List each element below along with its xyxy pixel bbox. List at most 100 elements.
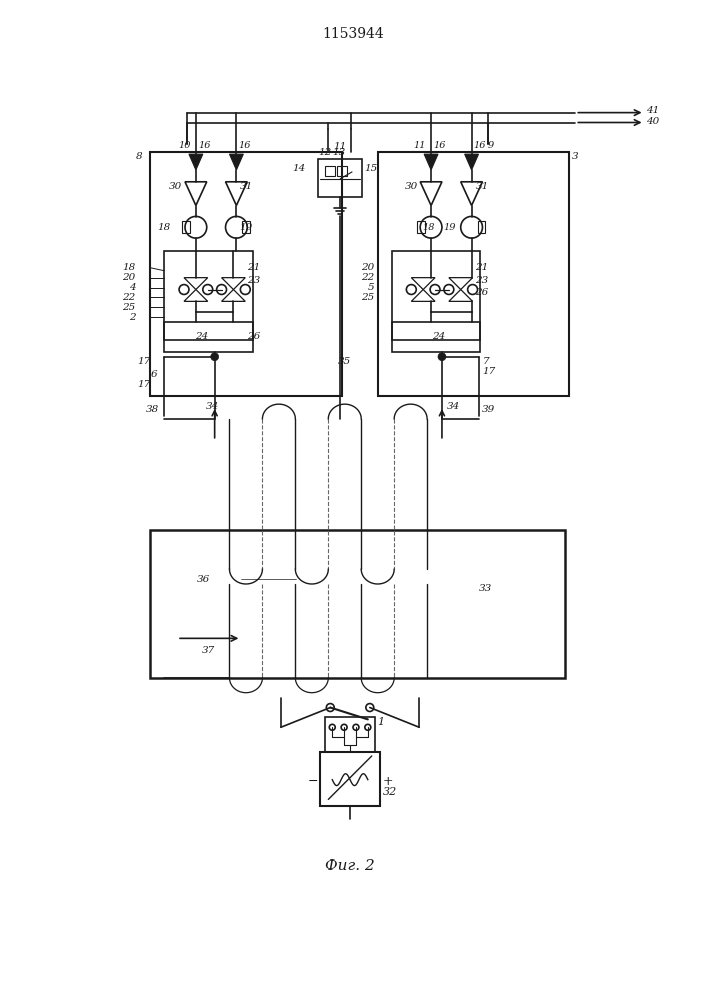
Text: 17: 17 — [137, 357, 151, 366]
Text: Фиг. 2: Фиг. 2 — [325, 859, 375, 873]
Polygon shape — [230, 154, 243, 170]
Text: 16: 16 — [198, 141, 211, 150]
Text: 23: 23 — [474, 276, 488, 285]
Text: 21: 21 — [247, 263, 260, 272]
Circle shape — [420, 216, 442, 238]
Circle shape — [179, 285, 189, 294]
Polygon shape — [449, 278, 472, 290]
Text: 18: 18 — [157, 223, 170, 232]
Text: 7: 7 — [482, 357, 489, 366]
Circle shape — [438, 353, 446, 361]
Bar — [392, 322, 481, 352]
Text: 19: 19 — [443, 223, 455, 232]
Text: 15: 15 — [364, 164, 377, 173]
Text: 11: 11 — [414, 141, 426, 150]
Text: 36: 36 — [197, 575, 210, 584]
Circle shape — [461, 216, 482, 238]
Circle shape — [211, 353, 218, 361]
Text: 24: 24 — [433, 332, 445, 341]
Bar — [337, 166, 347, 176]
Text: 1153944: 1153944 — [322, 27, 384, 41]
Text: 25: 25 — [361, 293, 375, 302]
Circle shape — [365, 724, 370, 730]
Text: 38: 38 — [146, 405, 159, 414]
Text: 37: 37 — [201, 646, 215, 655]
Text: 18: 18 — [122, 263, 136, 272]
Text: 5: 5 — [368, 283, 375, 292]
Polygon shape — [221, 278, 245, 290]
Text: 32: 32 — [382, 787, 397, 797]
Text: 16: 16 — [433, 141, 445, 150]
Circle shape — [216, 285, 226, 294]
Bar — [417, 221, 425, 233]
Text: 30: 30 — [404, 182, 418, 191]
Circle shape — [327, 704, 334, 711]
Bar — [320, 752, 380, 806]
Text: 23: 23 — [247, 276, 260, 285]
Text: 39: 39 — [481, 405, 495, 414]
Bar — [318, 159, 362, 197]
Text: 20: 20 — [122, 273, 136, 282]
Text: 1: 1 — [377, 717, 384, 727]
Bar — [477, 221, 486, 233]
Polygon shape — [449, 290, 472, 301]
Bar — [325, 717, 375, 752]
Bar — [151, 152, 342, 396]
Text: 18: 18 — [422, 223, 434, 232]
Text: 22: 22 — [122, 293, 136, 302]
Polygon shape — [226, 182, 247, 206]
Text: 10: 10 — [178, 141, 191, 150]
Text: 35: 35 — [338, 357, 351, 366]
Polygon shape — [420, 182, 442, 206]
Text: −: − — [308, 775, 317, 788]
Text: 25: 25 — [122, 303, 136, 312]
Text: 26: 26 — [247, 332, 260, 341]
Circle shape — [240, 285, 250, 294]
Circle shape — [444, 285, 454, 294]
Text: 16: 16 — [474, 141, 486, 150]
Polygon shape — [184, 290, 208, 301]
Circle shape — [407, 285, 416, 294]
Circle shape — [226, 216, 247, 238]
Text: 41: 41 — [646, 106, 660, 115]
Circle shape — [366, 704, 374, 711]
Text: 8: 8 — [136, 152, 142, 161]
Bar — [164, 322, 253, 352]
Text: 31: 31 — [240, 182, 254, 191]
Polygon shape — [411, 278, 435, 290]
Text: 21: 21 — [474, 263, 488, 272]
Bar — [164, 251, 253, 340]
Bar — [243, 221, 250, 233]
Polygon shape — [424, 154, 438, 170]
Polygon shape — [411, 290, 435, 301]
Text: 40: 40 — [646, 117, 660, 126]
Text: 20: 20 — [361, 263, 375, 272]
Circle shape — [329, 724, 335, 730]
Polygon shape — [184, 278, 208, 290]
Polygon shape — [221, 290, 245, 301]
Text: 13: 13 — [332, 148, 346, 157]
Text: 16: 16 — [238, 141, 251, 150]
Text: 31: 31 — [476, 182, 489, 191]
Circle shape — [430, 285, 440, 294]
Text: 26: 26 — [474, 288, 488, 297]
Text: 19: 19 — [240, 223, 252, 232]
Text: +: + — [382, 775, 393, 788]
Text: 22: 22 — [361, 273, 375, 282]
Bar — [325, 166, 335, 176]
Polygon shape — [461, 182, 482, 206]
Text: 34: 34 — [206, 402, 220, 411]
Text: 17: 17 — [137, 380, 151, 389]
Text: 30: 30 — [169, 182, 182, 191]
Text: 34: 34 — [447, 402, 460, 411]
Text: 17: 17 — [482, 367, 496, 376]
Text: 9: 9 — [487, 141, 493, 150]
Bar — [392, 251, 481, 340]
Text: 6: 6 — [151, 370, 158, 379]
Bar — [378, 152, 569, 396]
Circle shape — [203, 285, 213, 294]
Text: 24: 24 — [195, 332, 209, 341]
Circle shape — [353, 724, 359, 730]
Bar — [182, 221, 190, 233]
Text: 12: 12 — [318, 148, 332, 157]
